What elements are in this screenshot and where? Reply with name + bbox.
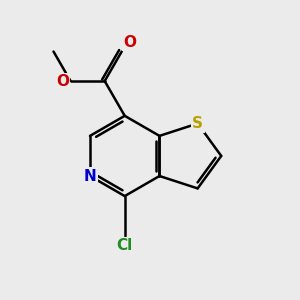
Text: N: N <box>84 169 96 184</box>
Text: O: O <box>123 35 136 50</box>
Text: O: O <box>56 74 69 88</box>
Text: S: S <box>192 116 203 131</box>
Text: Cl: Cl <box>117 238 133 253</box>
